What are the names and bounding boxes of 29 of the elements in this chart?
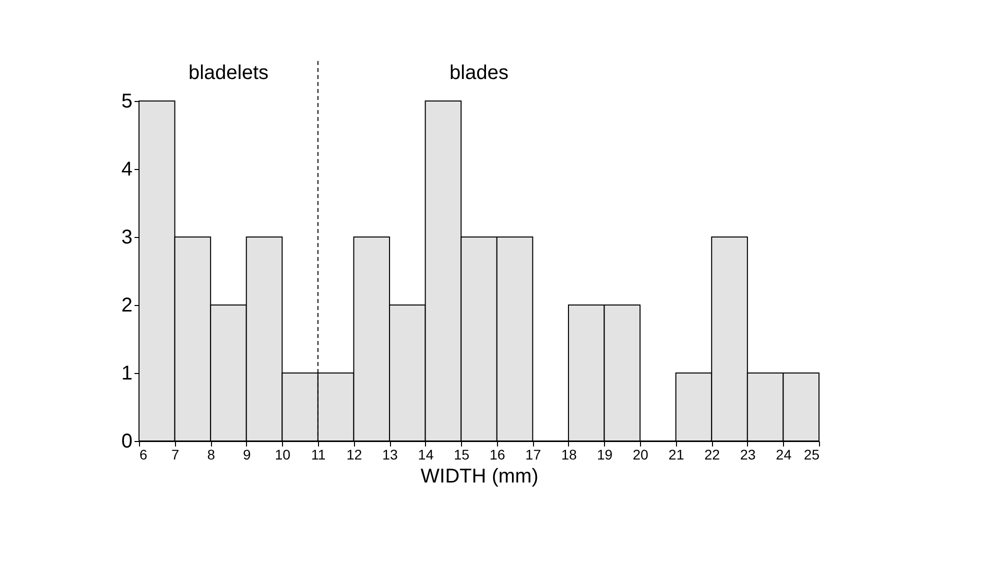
- x-tick-label: 10: [274, 446, 291, 462]
- x-tick-label: 8: [207, 446, 216, 462]
- y-tick-label: 5: [121, 90, 132, 112]
- x-tick-label: 23: [740, 446, 756, 462]
- x-tick-label: 17: [525, 446, 542, 462]
- y-tick-label: 0: [121, 430, 132, 452]
- x-tick-label: 16: [490, 446, 506, 462]
- x-tick-label: 7: [171, 446, 180, 462]
- x-tick-label: 9: [242, 446, 251, 462]
- y-tick-label: 3: [121, 226, 132, 248]
- x-tick-label: 14: [418, 446, 434, 462]
- x-tick-label: 21: [668, 446, 684, 462]
- y-tick-label: 4: [121, 158, 132, 180]
- x-tick-label: 6: [140, 446, 148, 462]
- x-tick-label: 15: [454, 446, 470, 462]
- x-tick-label: 20: [632, 446, 649, 462]
- x-tick-label: 11: [311, 446, 326, 462]
- x-tick-label: 25: [804, 446, 820, 462]
- x-tick-label: 13: [382, 446, 398, 462]
- x-tick-label: 22: [704, 446, 720, 462]
- x-axis-title: WIDTH (mm): [420, 466, 538, 488]
- x-tick-label: 24: [776, 446, 792, 462]
- x-tick-label: 18: [561, 446, 577, 462]
- text: blades: [450, 62, 508, 84]
- x-tick-label: 19: [596, 446, 613, 462]
- y-tick-label: 2: [121, 294, 132, 316]
- x-tick-label: 12: [346, 446, 362, 462]
- y-tick-label: 1: [121, 362, 132, 384]
- text: bladelets: [188, 62, 269, 84]
